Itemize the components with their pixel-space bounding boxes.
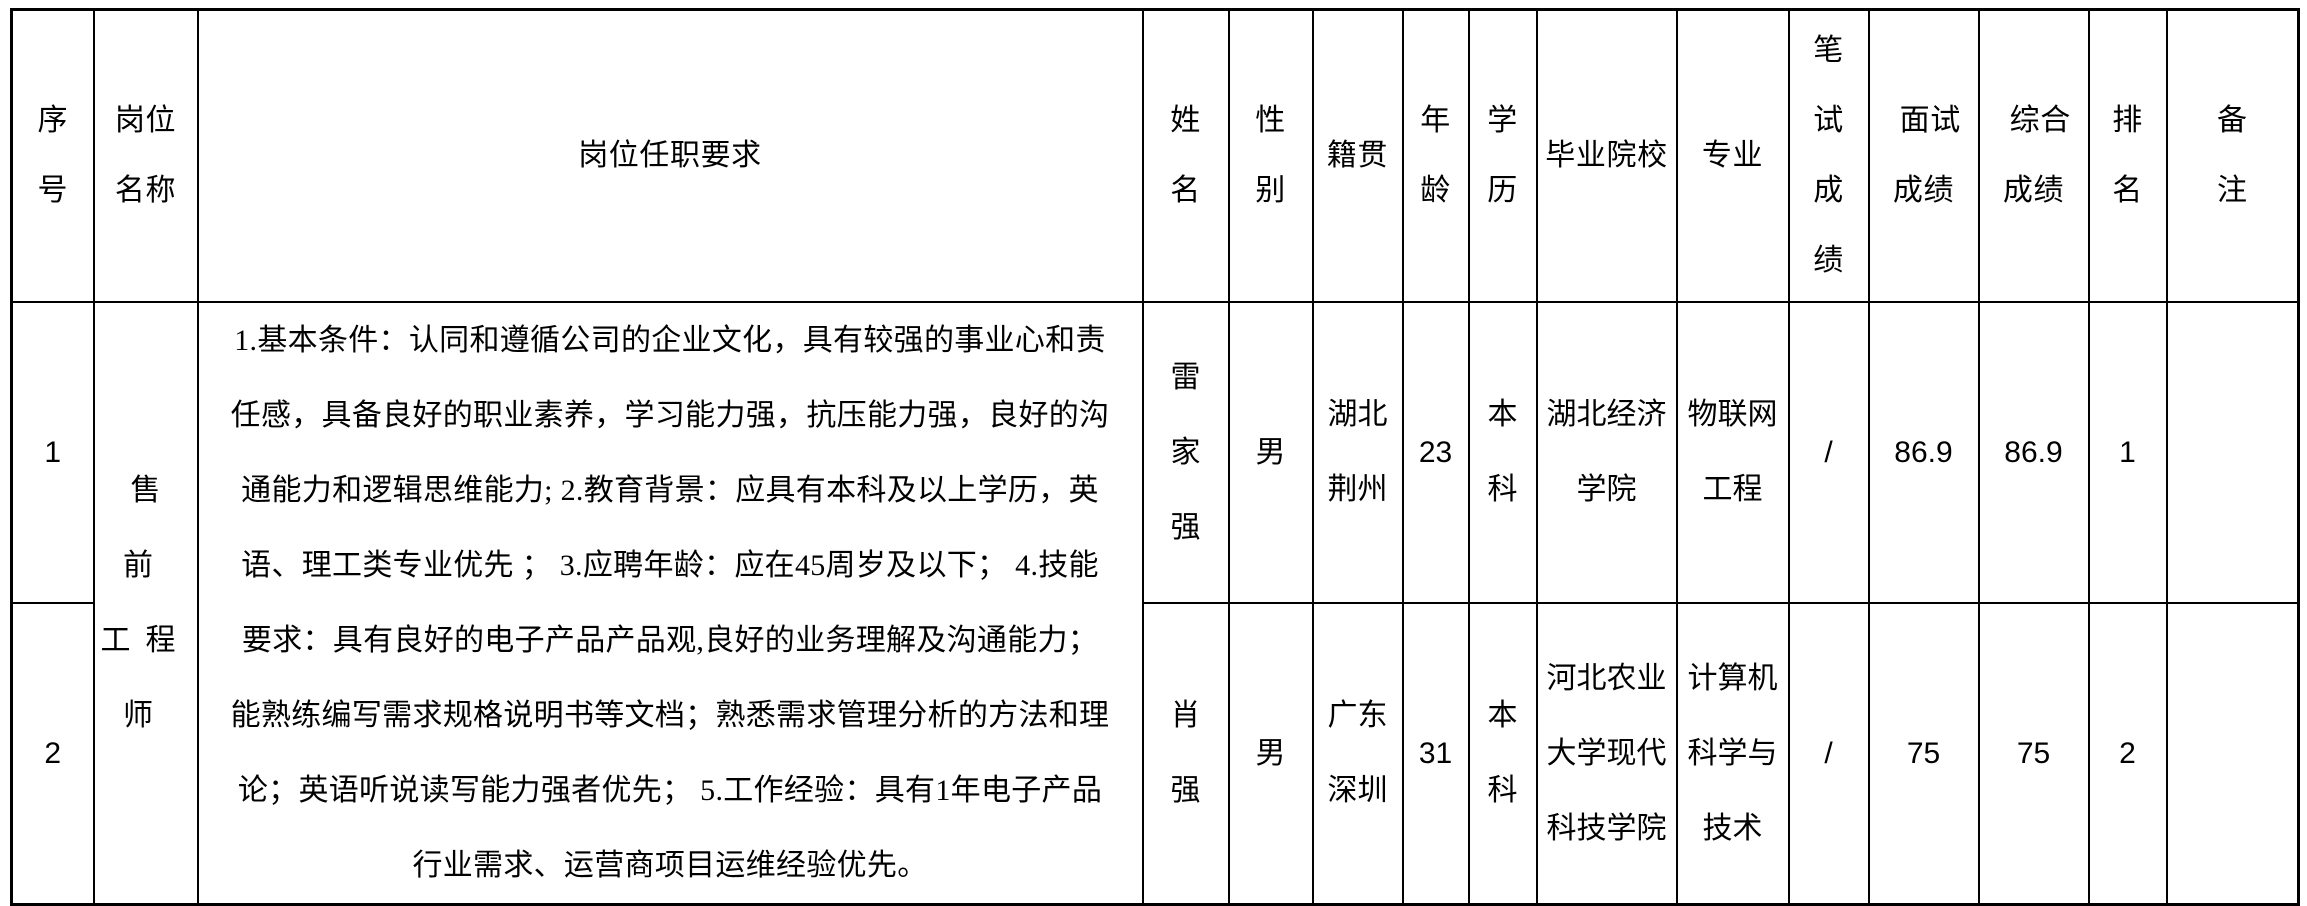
header-rank: 排 名 <box>2087 8 2168 303</box>
cell-requirements: 1.基本条件：认同和遵循公司的企业文化，具有较强的事业心和责 任感，具备良好的职… <box>196 300 1144 905</box>
cell-written-score: / <box>1787 601 1870 906</box>
header-overall-score: 综合 成绩 <box>1977 8 2090 303</box>
cell-gender: 男 <box>1227 601 1314 906</box>
cell-remark <box>2165 601 2300 906</box>
header-gender: 性 别 <box>1227 8 1314 303</box>
cell-education: 本 科 <box>1467 601 1538 906</box>
header-education: 学 历 <box>1467 8 1538 303</box>
cell-age: 23 <box>1401 300 1470 604</box>
cell-native-place: 湖北 荆州 <box>1311 300 1404 604</box>
cell-interview-score: 86.9 <box>1867 300 1980 604</box>
cell-name: 肖 强 <box>1141 601 1230 906</box>
candidate-row-2: 2 肖 强 男 广东 深圳 31 本 科 河北农业 大学现代 科技学院 计算机 … <box>10 601 2300 906</box>
cell-remark <box>2165 300 2300 604</box>
cell-school: 河北农业 大学现代 科技学院 <box>1535 601 1678 906</box>
cell-position-name: 售前 工程 师 <box>92 300 199 905</box>
header-native-place: 籍贯 <box>1311 8 1404 303</box>
recruitment-results-table: 序 号 岗位 名称 岗位任职要求 姓 名 性 别 籍贯 年 龄 学 历 毕业院校… <box>10 8 2300 906</box>
cell-written-score: / <box>1787 300 1870 604</box>
candidate-row-1: 1 售前 工程 师 1.基本条件：认同和遵循公司的企业文化，具有较强的事业心和责… <box>10 300 2300 905</box>
cell-native-place: 广东 深圳 <box>1311 601 1404 906</box>
cell-age: 31 <box>1401 601 1470 906</box>
cell-interview-score: 75 <box>1867 601 1980 906</box>
header-position-name: 岗位 名称 <box>92 8 199 303</box>
header-serial: 序 号 <box>10 8 95 303</box>
header-school: 毕业院校 <box>1535 8 1678 303</box>
header-age: 年 龄 <box>1401 8 1470 303</box>
header-written-score: 笔 试 成 绩 <box>1787 8 1870 303</box>
cell-name: 雷 家 强 <box>1141 300 1230 604</box>
cell-gender: 男 <box>1227 300 1314 604</box>
cell-serial: 2 <box>10 601 95 906</box>
cell-education: 本 科 <box>1467 300 1538 604</box>
cell-major: 计算机 科学与 技术 <box>1675 601 1790 906</box>
header-row: 序 号 岗位 名称 岗位任职要求 姓 名 性 别 籍贯 年 龄 学 历 毕业院校… <box>10 8 2300 303</box>
cell-overall-score: 86.9 <box>1977 300 2090 604</box>
header-name: 姓 名 <box>1141 8 1230 303</box>
cell-serial: 1 <box>10 300 95 604</box>
cell-overall-score: 75 <box>1977 601 2090 906</box>
cell-school: 湖北经济 学院 <box>1535 300 1678 604</box>
header-interview-score: 面试 成绩 <box>1867 8 1980 303</box>
cell-rank: 1 <box>2087 300 2168 604</box>
header-requirements: 岗位任职要求 <box>196 8 1144 303</box>
header-remark: 备 注 <box>2165 8 2300 303</box>
cell-rank: 2 <box>2087 601 2168 906</box>
cell-major: 物联网 工程 <box>1675 300 1790 604</box>
header-major: 专业 <box>1675 8 1790 303</box>
